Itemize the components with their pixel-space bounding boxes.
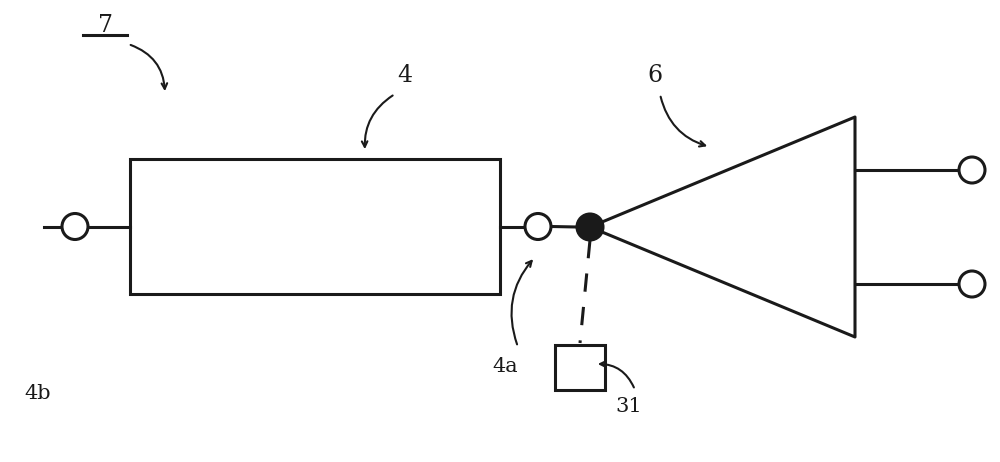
Circle shape [577,214,603,240]
Circle shape [62,213,88,239]
Text: 7: 7 [98,14,112,37]
Text: 4: 4 [397,64,413,87]
Text: 4b: 4b [25,384,51,403]
Bar [555,345,605,390]
Text: 6: 6 [647,64,663,87]
Text: 31: 31 [615,397,642,416]
Circle shape [959,157,985,183]
Text: 4a: 4a [492,357,518,376]
Circle shape [959,271,985,297]
Circle shape [525,213,551,239]
Bar [130,159,500,294]
